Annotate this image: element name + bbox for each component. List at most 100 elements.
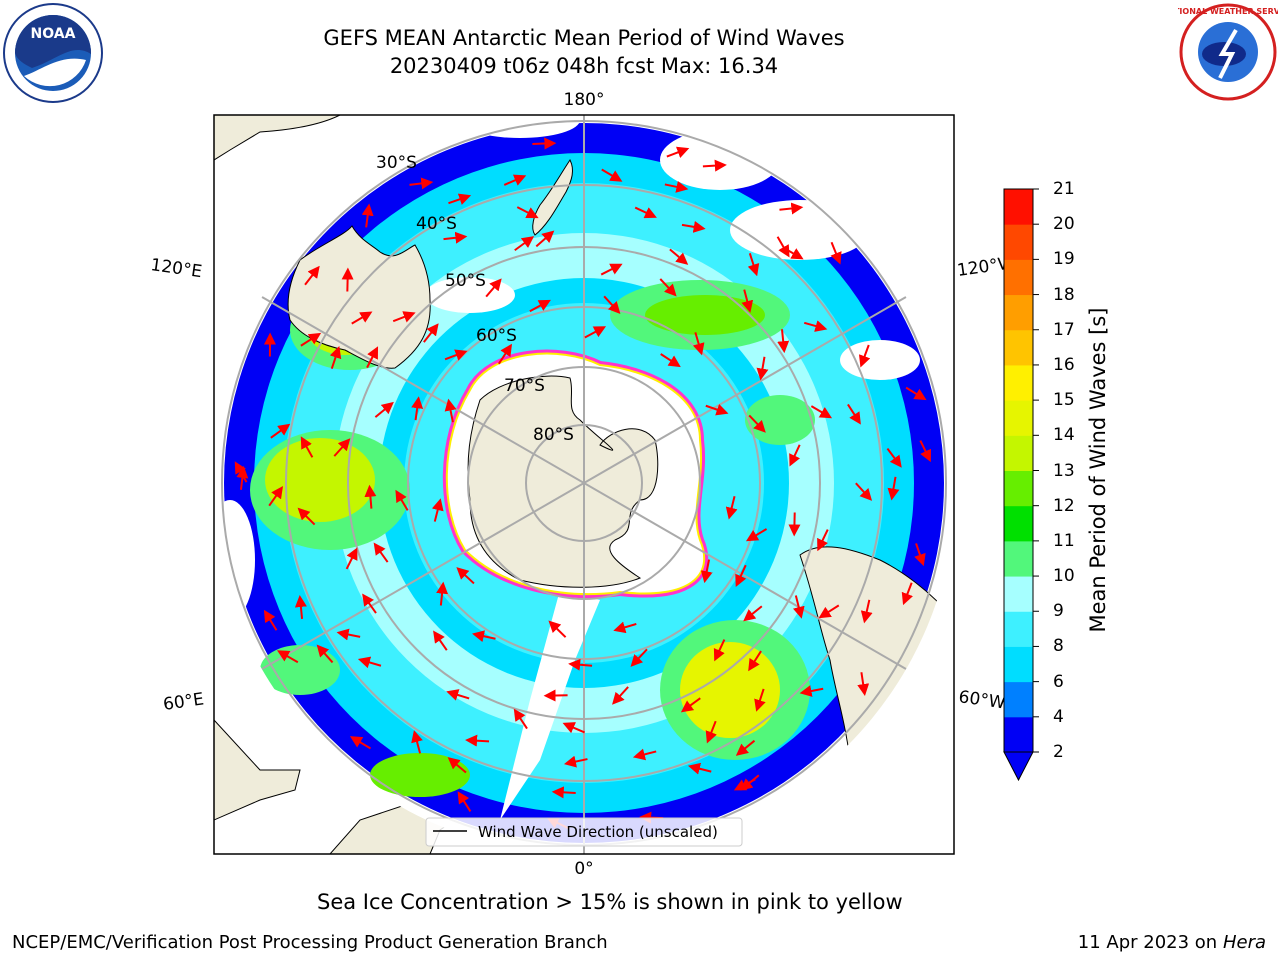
wind-wave-arrow (743, 605, 763, 622)
wind-wave-arrow (362, 593, 377, 614)
footer-date: 11 Apr 2023 on Hera (1078, 932, 1266, 953)
wind-wave-arrow (735, 564, 747, 587)
colorbar (1003, 188, 1039, 782)
wind-wave-arrow (446, 689, 470, 701)
wind-wave-arrow (705, 403, 729, 416)
wind-wave-arrow (886, 447, 902, 468)
map-legend: Wind Wave Direction (unscaled) (425, 817, 743, 847)
wind-wave-arrow (568, 658, 593, 671)
colorbar-tick-label: 14 (1053, 425, 1075, 446)
wind-wave-arrow (858, 344, 871, 368)
wind-wave-arrow (887, 476, 900, 501)
lat-label-50s: 50°S (445, 271, 486, 291)
wind-wave-arrow (443, 231, 468, 244)
wind-wave-arrow (664, 180, 689, 193)
chart-title: GEFS MEAN Antarctic Mean Period of Wind … (323, 26, 845, 50)
map-border (213, 114, 955, 855)
lat-label-80s: 80°S (533, 425, 574, 445)
colorbar-tick-label: 13 (1053, 460, 1075, 481)
wind-wave-arrow (725, 496, 738, 520)
lat-label-40s: 40°S (416, 214, 457, 234)
colorbar-swatch (1004, 364, 1033, 401)
colorbar-swatch (1004, 646, 1033, 683)
wind-wave-arrow (497, 343, 513, 365)
land-bottom-left (214, 719, 301, 821)
wind-wave-arrow (681, 220, 706, 233)
wind-wave-arrow (548, 620, 567, 638)
colorbar-tick-label: 16 (1053, 354, 1075, 375)
wind-wave-arrow (294, 595, 307, 620)
wind-wave-arrow (423, 323, 439, 343)
wind-wave-arrow (601, 168, 623, 182)
footer-date-text: 11 Apr 2023 on (1077, 932, 1223, 953)
wind-wave-arrow (687, 762, 712, 775)
colorbar-tick-label: 21 (1053, 179, 1075, 199)
wind-wave-arrow (351, 311, 373, 325)
wind-wave-arrow (444, 349, 468, 361)
colorbar-swatch (1004, 576, 1033, 612)
wind-wave-arrow (669, 248, 689, 265)
wind-wave-arrow (316, 644, 334, 664)
wind-wave-arrow (448, 193, 472, 205)
wind-wave-arrow (919, 440, 931, 463)
wind-wave-arrow (409, 177, 434, 190)
wind-wave-arrow (660, 353, 681, 368)
land-top-left (214, 115, 341, 161)
colorbar-swatch (1004, 259, 1033, 296)
noaa-logo-text: NOAA (31, 26, 76, 42)
wind-wave-arrow (563, 755, 588, 768)
wind-wave-arrow (444, 398, 457, 423)
wind-wave-arrow (304, 265, 320, 286)
wind-wave-arrow (551, 786, 576, 799)
wind-wave-arrow (431, 498, 444, 522)
wind-wave-arrow (333, 438, 351, 457)
colorbar-tick-label: 20 (1053, 214, 1075, 235)
wind-wave-arrow (357, 656, 382, 669)
wind-wave-arrow (373, 542, 389, 563)
wind-wave-arrow (799, 685, 824, 697)
wind-wave-arrow (756, 356, 769, 381)
footer-host: Hera (1222, 932, 1266, 953)
wind-wave-arrow (740, 774, 760, 791)
colorbar-swatch (1004, 294, 1033, 331)
wind-wave-arrow (634, 206, 657, 219)
wind-wave-arrow (514, 236, 535, 252)
wind-wave-arrow (830, 241, 842, 265)
lat-label-60s: 60°S (476, 326, 517, 346)
nws-logo-text: NATIONAL WEATHER SERVICE (1178, 7, 1278, 16)
wind-wave-arrow (914, 543, 926, 567)
wind-wave-arrow (277, 650, 299, 664)
wind-wave-arrow (270, 423, 291, 439)
wind-wave-arrow (535, 230, 555, 248)
wind-wave-arrow (792, 595, 805, 619)
wind-wave-arrow (411, 730, 423, 754)
colorbar-swatch (1004, 470, 1033, 507)
legend-label: Wind Wave Direction (unscaled) (478, 823, 718, 841)
wind-wave-arrow (456, 567, 475, 585)
wind-wave-arrow (745, 528, 768, 542)
wind-wave-arrow (268, 486, 284, 507)
colorbar-swatch (1004, 400, 1033, 436)
wind-wave-arrow (741, 289, 754, 313)
wind-wave-arrow (263, 609, 278, 631)
colorbar-swatch (1004, 224, 1033, 260)
lon-label-180: 180° (564, 90, 605, 110)
lon-label-60e: 60°E (162, 689, 205, 714)
colorbar-swatch (1004, 505, 1033, 542)
wind-wave-arrow (735, 739, 756, 756)
wind-wave-arrow (782, 246, 804, 260)
wind-wave-arrow (692, 332, 705, 356)
wind-wave-arrow (513, 708, 528, 730)
map-area: 30°S 40°S 50°S 60°S 70°S 80°S Wind Wave … (214, 115, 954, 854)
colorbar-tick-label: 11 (1053, 530, 1075, 551)
colorbar-tick-label: 10 (1053, 566, 1075, 587)
wind-wave-arrow (817, 529, 829, 552)
wind-wave-arrow (789, 444, 801, 467)
wind-wave-arrow (705, 720, 717, 744)
wind-wave-arrow (659, 278, 677, 297)
wind-wave-arrow (345, 547, 358, 570)
wind-wave-arrow (411, 396, 424, 421)
colorbar-swatch (1004, 716, 1033, 753)
wind-wave-arrow (392, 311, 416, 323)
